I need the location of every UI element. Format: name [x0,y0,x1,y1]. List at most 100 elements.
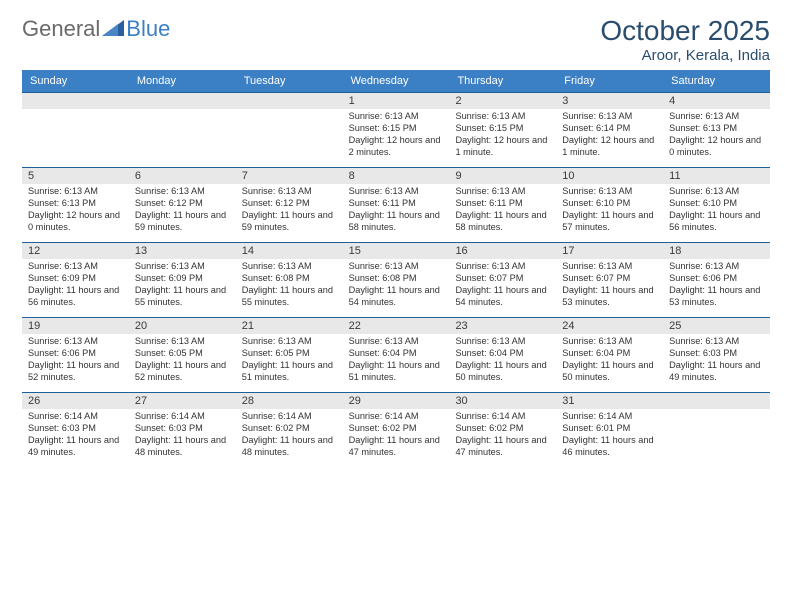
day-detail: Sunrise: 6:13 AMSunset: 6:06 PMDaylight:… [22,334,129,392]
day-cell: 18Sunrise: 6:13 AMSunset: 6:06 PMDayligh… [663,243,770,317]
sunrise-text: Sunrise: 6:13 AM [349,261,444,273]
day-cell: 29Sunrise: 6:14 AMSunset: 6:02 PMDayligh… [343,393,450,467]
brand-triangle-icon [102,16,124,42]
sunset-text: Sunset: 6:08 PM [242,273,337,285]
day-number: 27 [129,393,236,409]
sunset-text: Sunset: 6:03 PM [28,423,123,435]
day-detail [236,109,343,167]
day-detail: Sunrise: 6:13 AMSunset: 6:13 PMDaylight:… [22,184,129,242]
day-detail: Sunrise: 6:14 AMSunset: 6:02 PMDaylight:… [236,409,343,467]
day-cell: 8Sunrise: 6:13 AMSunset: 6:11 PMDaylight… [343,168,450,242]
sunset-text: Sunset: 6:09 PM [28,273,123,285]
day-detail: Sunrise: 6:13 AMSunset: 6:07 PMDaylight:… [556,259,663,317]
day-number: 8 [343,168,450,184]
daylight-text: Daylight: 11 hours and 55 minutes. [135,285,230,309]
day-cell: 10Sunrise: 6:13 AMSunset: 6:10 PMDayligh… [556,168,663,242]
day-cell: 7Sunrise: 6:13 AMSunset: 6:12 PMDaylight… [236,168,343,242]
day-detail: Sunrise: 6:14 AMSunset: 6:03 PMDaylight:… [22,409,129,467]
calendar-page: General Blue October 2025 Aroor, Kerala,… [0,0,792,612]
sunset-text: Sunset: 6:09 PM [135,273,230,285]
sunrise-text: Sunrise: 6:13 AM [455,186,550,198]
daylight-text: Daylight: 11 hours and 50 minutes. [562,360,657,384]
day-of-week: Saturday [663,70,770,92]
sunrise-text: Sunrise: 6:14 AM [562,411,657,423]
day-cell: 30Sunrise: 6:14 AMSunset: 6:02 PMDayligh… [449,393,556,467]
week-row: 19Sunrise: 6:13 AMSunset: 6:06 PMDayligh… [22,317,770,392]
sunrise-text: Sunrise: 6:13 AM [28,336,123,348]
day-number: 14 [236,243,343,259]
day-cell: 23Sunrise: 6:13 AMSunset: 6:04 PMDayligh… [449,318,556,392]
day-cell: 22Sunrise: 6:13 AMSunset: 6:04 PMDayligh… [343,318,450,392]
sunrise-text: Sunrise: 6:13 AM [669,336,764,348]
sunset-text: Sunset: 6:04 PM [562,348,657,360]
daylight-text: Daylight: 11 hours and 53 minutes. [669,285,764,309]
day-of-week: Monday [129,70,236,92]
day-number: 26 [22,393,129,409]
daylight-text: Daylight: 11 hours and 52 minutes. [135,360,230,384]
day-cell: 14Sunrise: 6:13 AMSunset: 6:08 PMDayligh… [236,243,343,317]
sunset-text: Sunset: 6:02 PM [455,423,550,435]
day-detail: Sunrise: 6:13 AMSunset: 6:09 PMDaylight:… [22,259,129,317]
sunrise-text: Sunrise: 6:13 AM [562,261,657,273]
daylight-text: Daylight: 11 hours and 48 minutes. [242,435,337,459]
daylight-text: Daylight: 11 hours and 54 minutes. [455,285,550,309]
day-of-week: Sunday [22,70,129,92]
sunset-text: Sunset: 6:07 PM [455,273,550,285]
sunrise-text: Sunrise: 6:13 AM [349,336,444,348]
daylight-text: Daylight: 11 hours and 46 minutes. [562,435,657,459]
sunrise-text: Sunrise: 6:13 AM [349,111,444,123]
day-cell: 2Sunrise: 6:13 AMSunset: 6:15 PMDaylight… [449,93,556,167]
day-detail: Sunrise: 6:13 AMSunset: 6:15 PMDaylight:… [449,109,556,167]
day-detail: Sunrise: 6:13 AMSunset: 6:07 PMDaylight:… [449,259,556,317]
header: General Blue October 2025 Aroor, Kerala,… [22,16,770,64]
sunset-text: Sunset: 6:10 PM [669,198,764,210]
sunset-text: Sunset: 6:04 PM [349,348,444,360]
week-row: 12Sunrise: 6:13 AMSunset: 6:09 PMDayligh… [22,242,770,317]
weeks-container: 1Sunrise: 6:13 AMSunset: 6:15 PMDaylight… [22,92,770,467]
sunrise-text: Sunrise: 6:13 AM [669,111,764,123]
daylight-text: Daylight: 12 hours and 1 minute. [455,135,550,159]
sunset-text: Sunset: 6:01 PM [562,423,657,435]
sunset-text: Sunset: 6:05 PM [135,348,230,360]
day-number: 10 [556,168,663,184]
day-cell: 19Sunrise: 6:13 AMSunset: 6:06 PMDayligh… [22,318,129,392]
day-detail: Sunrise: 6:14 AMSunset: 6:03 PMDaylight:… [129,409,236,467]
day-number: 22 [343,318,450,334]
daylight-text: Daylight: 11 hours and 59 minutes. [135,210,230,234]
sunrise-text: Sunrise: 6:13 AM [562,111,657,123]
day-number: 5 [22,168,129,184]
sunrise-text: Sunrise: 6:13 AM [135,261,230,273]
day-number [663,393,770,409]
day-cell [663,393,770,467]
day-number: 18 [663,243,770,259]
daylight-text: Daylight: 11 hours and 47 minutes. [349,435,444,459]
day-cell: 12Sunrise: 6:13 AMSunset: 6:09 PMDayligh… [22,243,129,317]
day-number: 31 [556,393,663,409]
sunset-text: Sunset: 6:15 PM [349,123,444,135]
sunset-text: Sunset: 6:03 PM [669,348,764,360]
month-year: October 2025 [600,16,770,45]
daylight-text: Daylight: 11 hours and 53 minutes. [562,285,657,309]
sunset-text: Sunset: 6:11 PM [349,198,444,210]
day-number: 24 [556,318,663,334]
brand-logo: General Blue [22,16,170,42]
day-number: 6 [129,168,236,184]
daylight-text: Daylight: 11 hours and 51 minutes. [349,360,444,384]
day-cell: 20Sunrise: 6:13 AMSunset: 6:05 PMDayligh… [129,318,236,392]
day-detail: Sunrise: 6:13 AMSunset: 6:12 PMDaylight:… [129,184,236,242]
sunrise-text: Sunrise: 6:13 AM [669,186,764,198]
daylight-text: Daylight: 11 hours and 51 minutes. [242,360,337,384]
day-cell: 27Sunrise: 6:14 AMSunset: 6:03 PMDayligh… [129,393,236,467]
day-number: 11 [663,168,770,184]
sunrise-text: Sunrise: 6:13 AM [455,336,550,348]
sunset-text: Sunset: 6:02 PM [349,423,444,435]
day-cell: 21Sunrise: 6:13 AMSunset: 6:05 PMDayligh… [236,318,343,392]
week-row: 26Sunrise: 6:14 AMSunset: 6:03 PMDayligh… [22,392,770,467]
day-number: 7 [236,168,343,184]
sunset-text: Sunset: 6:12 PM [135,198,230,210]
day-cell [129,93,236,167]
daylight-text: Daylight: 11 hours and 57 minutes. [562,210,657,234]
day-detail: Sunrise: 6:13 AMSunset: 6:11 PMDaylight:… [343,184,450,242]
day-detail: Sunrise: 6:13 AMSunset: 6:04 PMDaylight:… [343,334,450,392]
sunrise-text: Sunrise: 6:13 AM [28,186,123,198]
